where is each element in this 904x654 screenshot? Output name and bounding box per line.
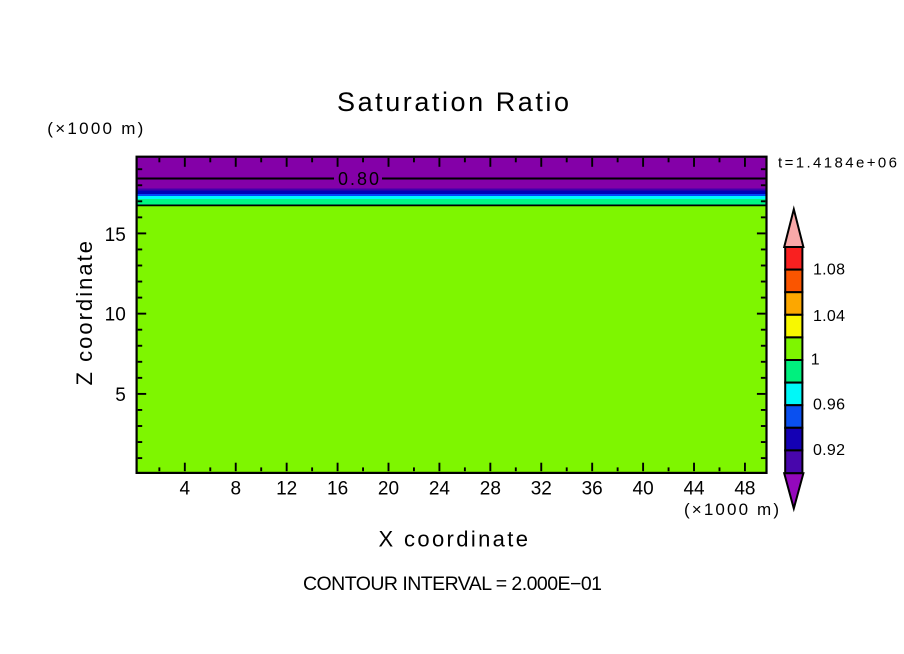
svg-text:20: 20 bbox=[378, 478, 399, 499]
svg-text:36: 36 bbox=[582, 478, 603, 499]
svg-text:10: 10 bbox=[105, 304, 126, 325]
svg-text:48: 48 bbox=[734, 478, 755, 499]
svg-text:Z coordinate: Z coordinate bbox=[72, 241, 97, 386]
svg-text:CONTOUR INTERVAL = 2.000E−01: CONTOUR INTERVAL = 2.000E−01 bbox=[303, 573, 602, 595]
svg-text:0.96: 0.96 bbox=[813, 397, 845, 414]
svg-text:(×1000 m): (×1000 m) bbox=[684, 500, 779, 519]
svg-text:5: 5 bbox=[115, 385, 126, 406]
svg-text:32: 32 bbox=[531, 478, 552, 499]
svg-text:40: 40 bbox=[633, 478, 654, 499]
svg-text:12: 12 bbox=[276, 478, 297, 499]
svg-text:t=1.4184e+06: t=1.4184e+06 bbox=[778, 154, 897, 171]
svg-text:44: 44 bbox=[683, 478, 705, 499]
svg-text:16: 16 bbox=[327, 478, 348, 499]
svg-text:15: 15 bbox=[105, 225, 126, 246]
svg-text:X coordinate: X coordinate bbox=[379, 527, 529, 552]
svg-text:1: 1 bbox=[811, 352, 820, 369]
svg-text:Saturation Ratio: Saturation Ratio bbox=[337, 87, 569, 117]
svg-text:1.08: 1.08 bbox=[813, 262, 845, 279]
svg-text:(×1000 m): (×1000 m) bbox=[47, 119, 143, 138]
svg-text:0.92: 0.92 bbox=[813, 442, 845, 459]
svg-text:0.80: 0.80 bbox=[338, 169, 379, 189]
svg-text:1.04: 1.04 bbox=[813, 308, 845, 325]
svg-text:4: 4 bbox=[180, 478, 191, 499]
svg-text:24: 24 bbox=[429, 478, 451, 499]
svg-text:28: 28 bbox=[480, 478, 501, 499]
svg-text:8: 8 bbox=[230, 478, 241, 499]
